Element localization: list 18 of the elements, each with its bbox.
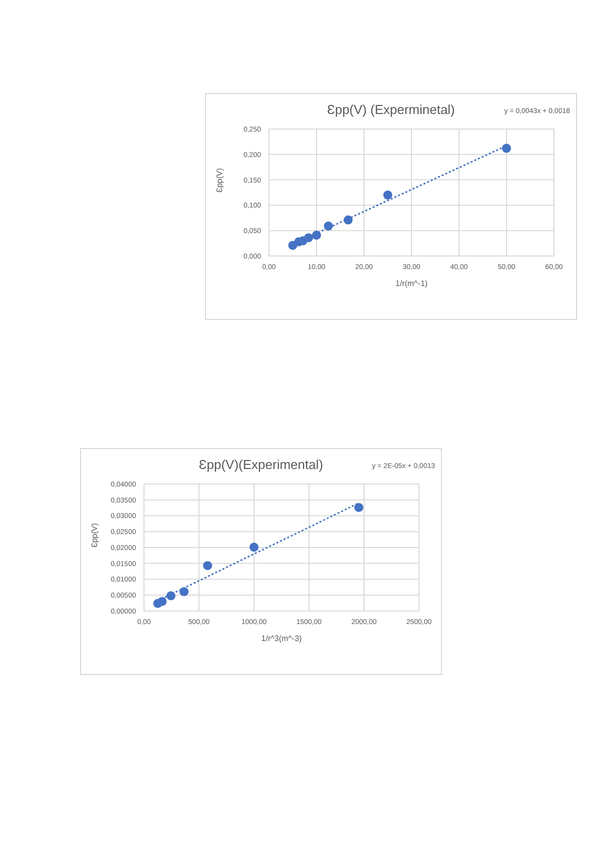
point bbox=[312, 230, 322, 240]
point bbox=[324, 222, 333, 231]
point bbox=[502, 144, 512, 153]
point bbox=[180, 587, 189, 596]
chart-title: Ɛpp(V)(Experimental) bbox=[198, 457, 324, 472]
point bbox=[344, 215, 353, 224]
chart-title: Ɛpp(V) (Experminetal) bbox=[327, 102, 455, 117]
point bbox=[304, 233, 314, 242]
point bbox=[166, 591, 176, 600]
point bbox=[203, 561, 212, 570]
y-axis-title: Ɛpp(V) bbox=[214, 168, 224, 192]
point bbox=[354, 502, 364, 512]
x-axis-title: 1/r^3(m^-3) bbox=[261, 634, 302, 643]
point bbox=[249, 542, 259, 552]
point bbox=[158, 596, 167, 606]
x-axis-title: 1/r(m^-1) bbox=[395, 279, 428, 288]
point bbox=[383, 190, 392, 200]
y-axis-title: Ɛpp(V) bbox=[90, 522, 99, 548]
